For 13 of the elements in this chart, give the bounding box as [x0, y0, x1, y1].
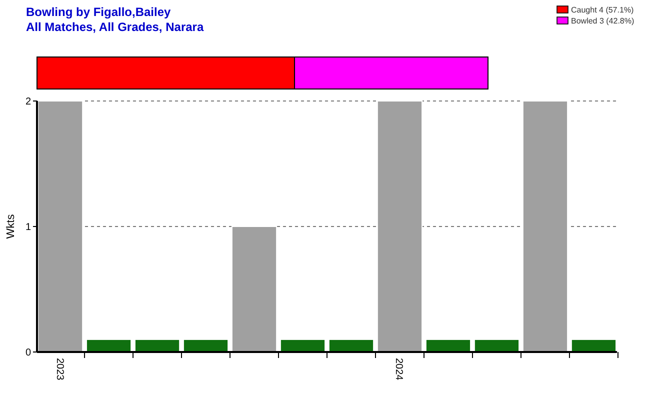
x-tick-label: 2024: [393, 358, 404, 381]
bar: [231, 226, 278, 352]
y-axis-title: Wkts: [5, 214, 17, 239]
y-tick-label: 2: [25, 96, 32, 108]
legend-label: Bowled 3 (42.8%): [571, 16, 634, 26]
chart-subtitle: All Matches, All Grades, Narara: [26, 20, 204, 34]
y-tick-label: 1: [25, 222, 32, 233]
x-tick-label: 2023: [54, 358, 65, 381]
bar: [376, 100, 423, 352]
legend-label: Caught 4 (57.1%): [571, 6, 634, 14]
y-tick-label: 0: [25, 348, 32, 358]
chart-title: Bowling by Figallo,Bailey: [26, 5, 172, 19]
bar: [522, 100, 568, 352]
